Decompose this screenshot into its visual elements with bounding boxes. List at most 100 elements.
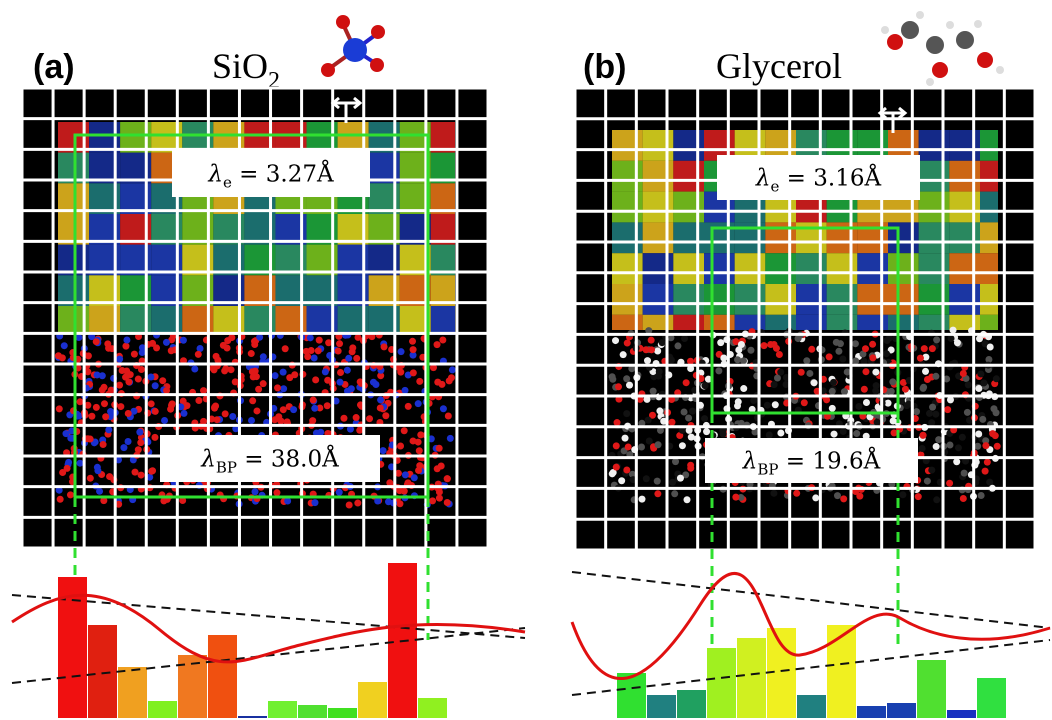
atom: [889, 378, 896, 385]
atom: [989, 430, 996, 437]
color-cell: [827, 284, 858, 315]
color-cell: [612, 253, 643, 284]
atom: [444, 499, 451, 506]
color-cell: [949, 253, 980, 284]
atom: [411, 474, 418, 481]
atom: [211, 366, 218, 373]
atom: [56, 405, 63, 412]
atom: [316, 337, 323, 344]
atom: [747, 347, 754, 354]
atom: [135, 376, 142, 383]
atom: [303, 348, 310, 355]
atom: [138, 472, 145, 479]
atom: [829, 388, 836, 395]
atom: [353, 414, 360, 421]
atom: [228, 366, 235, 373]
atom: [280, 385, 287, 392]
atom: [917, 355, 924, 362]
lambda-value: = 38.0Å: [237, 445, 339, 473]
atom: [669, 479, 676, 486]
atom: [382, 412, 389, 419]
atom: [280, 369, 287, 376]
atom: [439, 337, 446, 344]
histogram-bar: [827, 625, 856, 718]
atom: [161, 417, 168, 424]
atom: [336, 489, 343, 496]
atom: [766, 431, 773, 438]
atom: [852, 340, 859, 347]
atom: [954, 339, 961, 346]
atom: [623, 375, 630, 382]
atom: [380, 447, 387, 454]
atom: [163, 339, 170, 346]
atom: [402, 387, 409, 394]
atom: [116, 382, 123, 389]
atom: [200, 387, 207, 394]
histogram-bar: [118, 667, 147, 718]
color-cell: [431, 306, 455, 335]
atom: [449, 366, 456, 373]
atom: [764, 402, 771, 409]
panel-title: Glycerol: [716, 46, 842, 86]
atom: [436, 495, 443, 502]
atom: [402, 471, 409, 478]
atom: [928, 419, 935, 426]
histogram-bar: [797, 695, 826, 718]
atom: [416, 447, 423, 454]
atom: [668, 419, 675, 426]
color-cell: [673, 315, 704, 330]
color-cell: [919, 130, 950, 161]
color-cell: [919, 315, 950, 330]
atom: [415, 439, 422, 446]
atom: [307, 334, 314, 341]
atom: [740, 357, 747, 364]
atom: [286, 374, 293, 381]
atom: [137, 439, 144, 446]
atom: [654, 490, 661, 497]
atom: [195, 351, 202, 358]
color-cell: [857, 315, 888, 330]
atom: [148, 468, 155, 475]
atom: [346, 501, 353, 508]
atom: [87, 475, 94, 482]
atom: [366, 415, 373, 422]
atom: [720, 431, 727, 438]
atom: [123, 337, 130, 344]
atom: [987, 343, 994, 350]
atom: [228, 334, 235, 341]
atom: [94, 464, 101, 471]
atom: [961, 470, 968, 477]
color-cell: [673, 192, 704, 223]
atom: [311, 355, 318, 362]
atom: [946, 480, 953, 487]
atom: [920, 384, 927, 391]
atom: [965, 381, 972, 388]
atom: [922, 368, 929, 375]
atom: [255, 386, 262, 393]
color-cell: [673, 284, 704, 315]
lambda-symbol: λ: [200, 447, 216, 473]
atom: [902, 386, 909, 393]
color-cell: [704, 253, 735, 284]
envelope: [572, 572, 1050, 628]
atom: [891, 429, 898, 436]
color-cell: [919, 161, 950, 192]
atom: [808, 346, 815, 353]
atom: [122, 374, 129, 381]
color-cell: [612, 284, 643, 315]
atom: [260, 380, 267, 387]
atom: [840, 428, 847, 435]
color-cell: [673, 130, 704, 161]
atom: [734, 356, 741, 363]
color-cell: [857, 253, 888, 284]
atom: [409, 338, 416, 345]
atom: [280, 406, 287, 413]
atom: [159, 377, 166, 384]
atom: [222, 410, 229, 417]
atom: [311, 499, 318, 506]
atom: [397, 369, 404, 376]
atom: [803, 357, 810, 364]
color-cell: [735, 284, 766, 315]
atom: [131, 351, 138, 358]
atom: [869, 354, 876, 361]
